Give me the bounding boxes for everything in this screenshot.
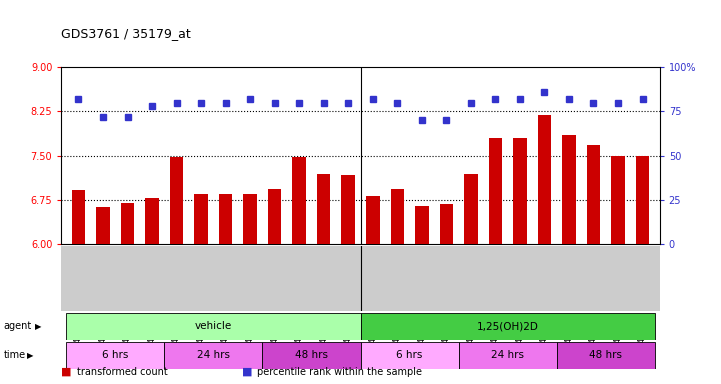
Text: 6 hrs: 6 hrs (397, 350, 423, 360)
Text: 6 hrs: 6 hrs (102, 350, 128, 360)
Bar (489, 138, 502, 244)
Bar (562, 135, 575, 244)
Text: agent: agent (4, 321, 32, 331)
Bar (538, 116, 551, 244)
Bar (66, 342, 164, 369)
Bar (611, 156, 625, 244)
Text: ■: ■ (61, 367, 72, 377)
Text: 48 hrs: 48 hrs (589, 350, 622, 360)
Bar (366, 195, 379, 244)
Bar (268, 189, 281, 244)
Bar (360, 342, 459, 369)
Bar (464, 174, 477, 244)
Text: ■: ■ (242, 367, 252, 377)
Bar (391, 189, 404, 244)
Bar (459, 342, 557, 369)
Text: 1,25(OH)2D: 1,25(OH)2D (477, 321, 539, 331)
Text: 24 hrs: 24 hrs (197, 350, 230, 360)
Bar (262, 342, 360, 369)
Text: time: time (4, 350, 26, 360)
Bar (513, 138, 526, 244)
Bar (71, 190, 85, 244)
Bar (440, 204, 453, 244)
Bar (219, 194, 232, 244)
Bar (244, 194, 257, 244)
Bar (96, 207, 110, 244)
Bar (360, 313, 655, 340)
Bar (195, 194, 208, 244)
Bar (342, 175, 355, 244)
Text: ▶: ▶ (35, 322, 41, 331)
Bar (120, 203, 134, 244)
Bar (557, 342, 655, 369)
Bar (587, 145, 601, 244)
Text: GDS3761 / 35179_at: GDS3761 / 35179_at (61, 27, 191, 40)
Text: 48 hrs: 48 hrs (295, 350, 328, 360)
Text: percentile rank within the sample: percentile rank within the sample (257, 367, 423, 377)
Bar (164, 342, 262, 369)
Bar (636, 156, 650, 244)
Text: vehicle: vehicle (195, 321, 232, 331)
Bar (170, 157, 183, 244)
Bar (146, 198, 159, 244)
Text: transformed count: transformed count (77, 367, 168, 377)
Bar (293, 157, 306, 244)
Bar (66, 313, 360, 340)
Bar (317, 174, 330, 244)
Bar (415, 205, 428, 244)
Text: ▶: ▶ (27, 351, 34, 360)
Text: 24 hrs: 24 hrs (491, 350, 524, 360)
